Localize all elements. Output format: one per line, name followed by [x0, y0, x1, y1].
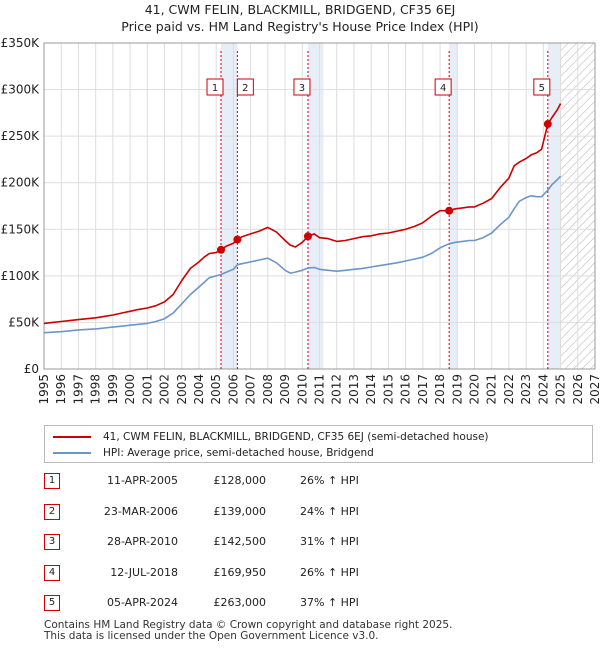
sale-point — [543, 120, 552, 129]
x-tick-label: 2010 — [295, 374, 309, 405]
sale-row: 5 05-APR-2024 £263,000 37% ↑ HPI — [44, 595, 584, 615]
x-tick-label: 2024 — [536, 374, 550, 405]
x-tick-label: 2007 — [244, 374, 258, 405]
y-tick-label: £0 — [24, 362, 39, 376]
legend-item-property: 41, CWM FELIN, BLACKMILL, BRIDGEND, CF35… — [53, 429, 489, 445]
sale-price: £169,950 — [213, 566, 267, 579]
chart-legend: 41, CWM FELIN, BLACKMILL, BRIDGEND, CF35… — [44, 425, 593, 463]
sale-price: £139,000 — [213, 505, 267, 518]
footer-copyright: Contains HM Land Registry data © Crown c… — [44, 619, 453, 631]
sale-number-label: 5 — [539, 83, 545, 94]
sale-date: 23-MAR-2006 — [103, 505, 178, 518]
x-tick-label: 2022 — [502, 374, 516, 405]
sale-highlight-band — [449, 43, 458, 369]
sale-row: 3 28-APR-2010 £142,500 31% ↑ HPI — [44, 534, 584, 554]
x-tick-label: 2004 — [192, 374, 206, 405]
legend-label-property: 41, CWM FELIN, BLACKMILL, BRIDGEND, CF35… — [103, 431, 489, 443]
legend-line-property — [53, 436, 91, 438]
sale-point — [303, 232, 312, 241]
sale-hpi-diff: 26% ↑ HPI — [300, 474, 359, 487]
x-tick-label: 2008 — [261, 374, 275, 405]
sale-number-badge: 3 — [44, 534, 60, 550]
x-tick-label: 2006 — [226, 374, 240, 405]
legend-line-hpi — [53, 452, 91, 454]
x-tick-label: 2000 — [123, 374, 137, 405]
x-tick-label: 2014 — [364, 374, 378, 405]
footer: Contains HM Land Registry data © Crown c… — [44, 620, 452, 642]
y-tick-label: £200K — [1, 176, 41, 190]
x-tick-label: 2011 — [313, 374, 327, 405]
footer-licence: This data is licensed under the Open Gov… — [44, 630, 379, 642]
y-tick-label: £250K — [1, 129, 41, 143]
sale-number-box — [236, 78, 254, 96]
legend-label-hpi: HPI: Average price, semi-detached house,… — [103, 447, 374, 459]
x-tick-label: 2017 — [416, 374, 430, 405]
y-tick-label: £50K — [8, 315, 40, 329]
sale-point — [217, 245, 226, 254]
x-tick-label: 2002 — [158, 374, 172, 405]
legend-item-hpi: HPI: Average price, semi-detached house,… — [53, 445, 374, 461]
sale-number-badge: 1 — [44, 473, 60, 489]
sale-price: £142,500 — [213, 535, 267, 548]
y-tick-label: £150K — [1, 222, 41, 236]
sale-number-label: 4 — [440, 83, 446, 94]
sale-price: £128,000 — [213, 474, 267, 487]
x-tick-label: 2019 — [450, 374, 464, 405]
x-tick-label: 2003 — [175, 374, 189, 405]
x-tick-label: 2016 — [399, 374, 413, 405]
x-tick-label: 2009 — [278, 374, 292, 405]
x-tick-label: 2013 — [347, 374, 361, 405]
x-tick-label: 2026 — [571, 374, 585, 405]
x-tick-label: 2020 — [467, 374, 481, 405]
chart-subtitle: Price paid vs. HM Land Registry's House … — [121, 19, 478, 34]
sale-number-box — [533, 78, 551, 96]
sale-row: 4 12-JUL-2018 £169,950 26% ↑ HPI — [44, 565, 584, 585]
sale-date: 28-APR-2010 — [106, 535, 178, 548]
sale-number-box — [293, 78, 311, 96]
x-tick-label: 2021 — [485, 374, 499, 405]
sale-price: £263,000 — [213, 596, 267, 609]
x-tick-label: 1996 — [54, 374, 68, 405]
chart-title: 41, CWM FELIN, BLACKMILL, BRIDGEND, CF35… — [145, 2, 456, 17]
x-tick-label: 2023 — [519, 374, 533, 405]
x-tick-label: 2027 — [588, 374, 600, 405]
sale-number-label: 2 — [242, 83, 248, 94]
sale-point — [445, 206, 454, 215]
sale-row: 2 23-MAR-2006 £139,000 24% ↑ HPI — [44, 504, 584, 524]
x-tick-label: 1999 — [106, 374, 120, 405]
x-tick-label: 2012 — [330, 374, 344, 405]
x-tick-label: 2005 — [209, 374, 223, 405]
y-tick-label: £300K — [1, 83, 41, 97]
x-tick-label: 2015 — [381, 374, 395, 405]
x-tick-label: 1998 — [89, 374, 103, 405]
sale-number-box — [206, 78, 224, 96]
sale-row: 1 11-APR-2005 £128,000 26% ↑ HPI — [44, 473, 584, 493]
sale-hpi-diff: 37% ↑ HPI — [300, 596, 359, 609]
y-tick-label: £100K — [1, 269, 41, 283]
x-tick-label: 1997 — [71, 374, 85, 405]
sale-number-label: 3 — [299, 83, 305, 94]
sale-date: 05-APR-2024 — [106, 596, 178, 609]
x-tick-label: 2025 — [554, 374, 568, 405]
sale-hpi-diff: 24% ↑ HPI — [300, 505, 359, 518]
sale-number-badge: 4 — [44, 565, 60, 581]
sale-number-box — [434, 78, 452, 96]
sale-date: 12-JUL-2018 — [110, 566, 178, 579]
x-tick-label: 2018 — [433, 374, 447, 405]
y-tick-label: £350K — [1, 36, 41, 50]
sale-number-badge: 2 — [44, 504, 60, 520]
sale-number-badge: 5 — [44, 595, 60, 611]
series-line-hpi — [43, 175, 562, 334]
plot-border — [43, 42, 596, 370]
sale-point — [233, 235, 242, 244]
x-tick-label: 1995 — [37, 374, 51, 405]
sale-number-label: 1 — [212, 83, 218, 94]
sale-hpi-diff: 31% ↑ HPI — [300, 535, 359, 548]
price-chart: 41, CWM FELIN, BLACKMILL, BRIDGEND, CF35… — [1, 2, 600, 405]
sale-hpi-diff: 26% ↑ HPI — [300, 566, 359, 579]
sale-date: 11-APR-2005 — [106, 474, 178, 487]
x-tick-label: 2001 — [140, 374, 154, 405]
